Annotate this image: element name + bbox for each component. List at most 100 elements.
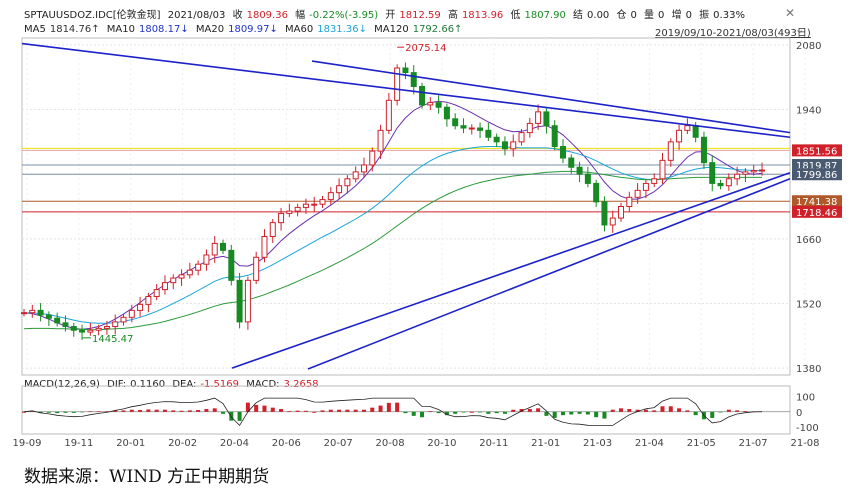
candle bbox=[269, 218, 276, 243]
ma10-caption: MA10 bbox=[106, 24, 135, 35]
macd-caption: MACD: bbox=[246, 379, 280, 390]
candle-body bbox=[70, 326, 77, 331]
candle-body bbox=[103, 326, 110, 329]
candle bbox=[460, 118, 467, 134]
macd-bar bbox=[420, 411, 425, 418]
candle-body bbox=[220, 242, 227, 251]
candle-body bbox=[87, 329, 94, 333]
candle-body bbox=[452, 118, 459, 127]
vol-value: 0 bbox=[658, 10, 665, 21]
candle bbox=[161, 275, 168, 295]
source-note: 数据来源：WIND 方正中期期货 bbox=[24, 467, 270, 487]
candle bbox=[659, 152, 666, 184]
candle bbox=[634, 182, 641, 204]
amp-caption: 振 bbox=[699, 10, 710, 21]
macd-bar bbox=[560, 411, 565, 416]
candle bbox=[178, 269, 185, 286]
candle-body bbox=[394, 67, 401, 101]
ma60-value: 1831.36↓ bbox=[317, 24, 367, 35]
candle bbox=[651, 173, 658, 188]
ma-legend: MA5 1814.76↑ MA10 1808.17↓ MA20 1809.97↓ MA… bbox=[24, 24, 466, 35]
macd-bar bbox=[337, 409, 342, 412]
candle-body bbox=[360, 164, 367, 173]
candle-body bbox=[709, 162, 716, 184]
candle-body bbox=[336, 185, 343, 194]
candle-body bbox=[510, 141, 517, 150]
price-level-label: 1819.87 bbox=[796, 161, 837, 172]
trendline-lower-1 bbox=[231, 172, 791, 369]
candle bbox=[45, 311, 52, 327]
change-caption: 幅 bbox=[295, 10, 306, 21]
y-tick-label: 1380 bbox=[796, 364, 821, 375]
candle bbox=[120, 313, 127, 326]
candle-body bbox=[244, 279, 251, 323]
dif-caption: DIF: bbox=[107, 379, 127, 390]
macd-bar bbox=[38, 411, 43, 414]
macd-bar bbox=[444, 411, 449, 416]
ma20-value: 1809.97↓ bbox=[228, 24, 278, 35]
candle bbox=[128, 304, 135, 323]
add-caption: 增 bbox=[671, 10, 682, 21]
candle-body bbox=[186, 269, 193, 276]
candle bbox=[145, 292, 152, 313]
candle bbox=[535, 104, 542, 130]
candle bbox=[642, 179, 649, 199]
candle-body bbox=[195, 263, 202, 271]
date-range[interactable]: 2019/09/10-2021/08/03(493日) bbox=[655, 28, 811, 39]
candle-body bbox=[626, 196, 633, 207]
macd-bar bbox=[22, 411, 26, 413]
candle bbox=[302, 198, 309, 214]
candle bbox=[286, 203, 293, 218]
candle bbox=[385, 92, 392, 135]
candle bbox=[700, 131, 707, 170]
candle-body bbox=[750, 169, 757, 173]
candle bbox=[311, 196, 318, 213]
candle bbox=[79, 324, 86, 340]
candle bbox=[485, 122, 492, 141]
candle-body bbox=[120, 316, 127, 323]
macd-bar bbox=[643, 409, 648, 412]
macd-bar bbox=[594, 411, 599, 418]
macd-bar bbox=[461, 411, 466, 413]
candle bbox=[37, 302, 44, 322]
macd-bar bbox=[88, 411, 93, 412]
close-icon[interactable]: ✕ bbox=[785, 6, 796, 20]
macd-bar bbox=[428, 411, 433, 412]
candle-body bbox=[485, 129, 492, 138]
macd-bar bbox=[635, 409, 640, 412]
macd-bar bbox=[544, 411, 549, 416]
candle-body bbox=[145, 296, 152, 305]
settle-caption: 结 bbox=[573, 10, 584, 21]
macd-bar bbox=[312, 411, 317, 413]
candle bbox=[278, 207, 285, 231]
candle-body bbox=[128, 309, 135, 318]
candle-body bbox=[667, 141, 674, 161]
candle-body bbox=[54, 317, 61, 324]
candle-body bbox=[137, 303, 144, 311]
price-level-label: 1741.38 bbox=[796, 197, 837, 208]
candle-body bbox=[535, 111, 542, 124]
chevron-down-icon[interactable]: ⌄ bbox=[795, 23, 805, 36]
ma-line-ma60 bbox=[24, 146, 762, 324]
candle-body bbox=[278, 212, 285, 224]
macd-bar bbox=[726, 409, 731, 412]
macd-bar bbox=[229, 411, 234, 421]
candle bbox=[352, 166, 359, 183]
candle-body bbox=[717, 182, 724, 187]
candle bbox=[584, 166, 591, 188]
candle bbox=[195, 260, 202, 276]
oi-caption: 仓 bbox=[616, 10, 627, 21]
macd-bar bbox=[353, 409, 358, 412]
candle bbox=[518, 128, 525, 146]
candle-body bbox=[269, 222, 276, 238]
price-level-tag bbox=[792, 205, 842, 218]
candle bbox=[360, 157, 367, 177]
candle-body bbox=[369, 150, 376, 166]
candle-body bbox=[601, 201, 608, 226]
x-tick-label: 20-08 bbox=[376, 438, 405, 449]
macd-bar bbox=[55, 411, 60, 414]
candle bbox=[742, 168, 749, 183]
macd-bar bbox=[221, 411, 226, 414]
candle bbox=[468, 124, 475, 135]
macd-bar bbox=[129, 409, 134, 412]
